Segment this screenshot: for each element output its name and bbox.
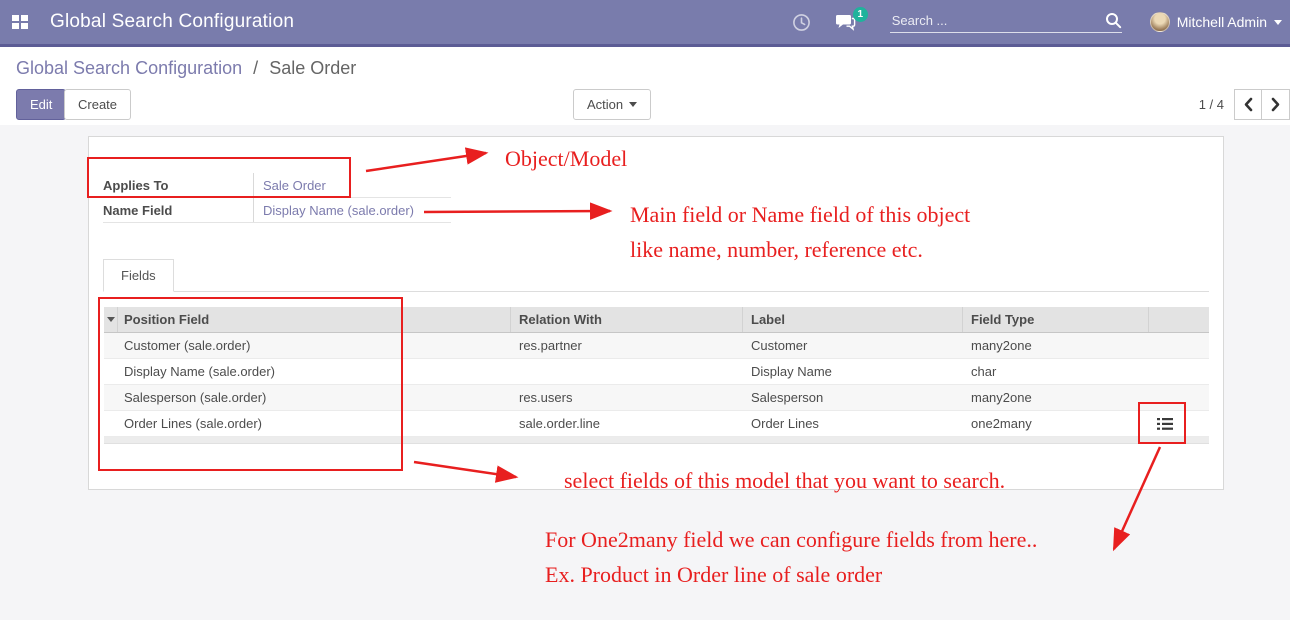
applies-to-label: Applies To	[103, 177, 169, 193]
column-header-actions	[1149, 307, 1209, 332]
table-row[interactable]: Customer (sale.order) res.partner Custom…	[104, 333, 1209, 359]
breadcrumb: Global Search Configuration / Sale Order	[16, 58, 356, 79]
form-view-background: Applies To Sale Order Name Field Display…	[0, 125, 1290, 620]
edit-button[interactable]: Edit	[16, 89, 67, 120]
column-header-position-field[interactable]: Position Field	[118, 307, 511, 332]
breadcrumb-parent-link[interactable]: Global Search Configuration	[16, 58, 243, 78]
notebook-tabs: Fields	[103, 259, 1209, 292]
table-row[interactable]: Salesperson (sale.order) res.users Sales…	[104, 385, 1209, 411]
chevron-down-icon	[1274, 19, 1282, 29]
table-row[interactable]: Order Lines (sale.order) sale.order.line…	[104, 411, 1209, 437]
cell-field-type: many2one	[971, 390, 1032, 405]
cell-label: Display Name	[751, 364, 832, 379]
apps-menu-icon[interactable]	[11, 13, 29, 31]
chevron-left-icon	[1244, 97, 1252, 112]
search-input[interactable]	[889, 11, 1105, 29]
action-dropdown-button[interactable]: Action	[573, 89, 652, 120]
table-header-row: Position Field Relation With Label Field…	[104, 307, 1209, 333]
column-header-label[interactable]: Label	[743, 307, 963, 332]
name-field-value[interactable]: Display Name (sale.order)	[253, 198, 451, 222]
breadcrumb-separator: /	[253, 58, 259, 78]
tab-fields[interactable]: Fields	[103, 259, 174, 292]
user-name: Mitchell Admin	[1176, 14, 1267, 30]
pager-previous-button[interactable]	[1234, 89, 1262, 120]
apps-grid-icon	[12, 15, 28, 29]
global-search	[889, 11, 1122, 33]
field-row-name-field: Name Field Display Name (sale.order)	[103, 198, 451, 223]
top-navbar: Global Search Configuration 1 Mitchell A…	[0, 0, 1290, 47]
pager-buttons	[1234, 89, 1290, 120]
cell-field-type: one2many	[971, 416, 1032, 431]
optional-columns-toggle[interactable]	[104, 307, 118, 332]
cell-label: Salesperson	[751, 390, 824, 405]
clock-icon	[792, 13, 810, 31]
search-icon[interactable]	[1105, 12, 1122, 29]
fields-table: Position Field Relation With Label Field…	[104, 307, 1209, 444]
cell-label: Order Lines	[751, 416, 819, 431]
column-header-relation-with[interactable]: Relation With	[511, 307, 743, 332]
one2many-configure-button[interactable]	[1157, 417, 1173, 431]
cell-position-field: Display Name (sale.order)	[124, 364, 275, 379]
app-title: Global Search Configuration	[50, 11, 295, 32]
cell-relation-with: res.partner	[519, 338, 582, 353]
cell-relation-with: res.users	[519, 390, 573, 405]
breadcrumb-row: Global Search Configuration / Sale Order	[0, 50, 1290, 88]
chevron-down-icon	[629, 101, 638, 111]
cell-field-type: char	[971, 364, 997, 379]
avatar	[1149, 12, 1170, 32]
list-bullets-icon	[1157, 417, 1173, 430]
messages-button[interactable]: 1	[835, 6, 868, 31]
cell-field-type: many2one	[971, 338, 1032, 353]
cell-position-field: Salesperson (sale.order)	[124, 390, 267, 405]
activities-button[interactable]	[792, 13, 811, 32]
cell-position-field: Order Lines (sale.order)	[124, 416, 262, 431]
breadcrumb-current: Sale Order	[269, 58, 357, 78]
create-button[interactable]: Create	[64, 89, 132, 120]
form-field-group: Applies To Sale Order Name Field Display…	[103, 173, 451, 223]
field-row-applies-to: Applies To Sale Order	[103, 173, 451, 198]
pager-counter: 1 / 4	[1198, 97, 1224, 112]
user-menu[interactable]: Mitchell Admin	[1149, 12, 1282, 32]
cell-relation-with: sale.order.line	[519, 416, 600, 431]
messages-badge: 1	[852, 6, 868, 22]
control-panel: Edit Create Action 1 / 4	[0, 88, 1290, 125]
cell-label: Customer	[751, 338, 808, 353]
form-sheet: Applies To Sale Order Name Field Display…	[88, 136, 1224, 490]
pager-next-button[interactable]	[1262, 89, 1290, 120]
table-footer-strip	[104, 437, 1209, 444]
column-header-field-type[interactable]: Field Type	[963, 307, 1149, 332]
caret-down-icon	[106, 317, 115, 326]
table-row[interactable]: Display Name (sale.order) Display Name c…	[104, 359, 1209, 385]
applies-to-value[interactable]: Sale Order	[253, 173, 451, 197]
cell-position-field: Customer (sale.order)	[124, 338, 251, 353]
action-label: Action	[587, 97, 624, 112]
chevron-right-icon	[1271, 97, 1280, 112]
name-field-label: Name Field	[103, 202, 173, 218]
